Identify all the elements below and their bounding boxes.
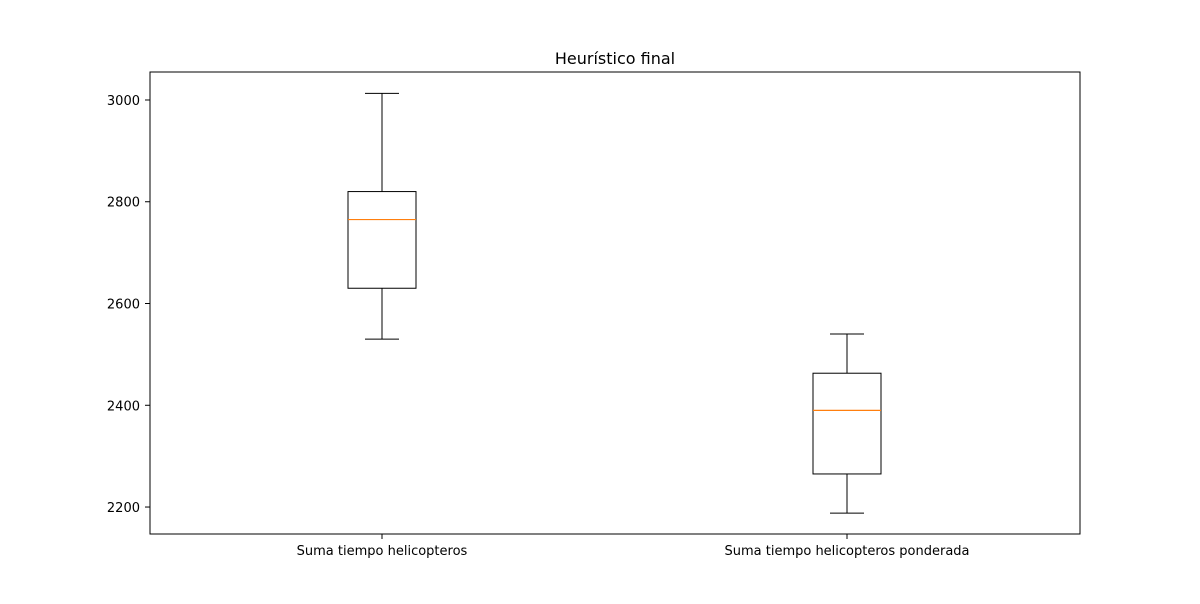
x-tick-label: Suma tiempo helicopteros xyxy=(297,544,468,559)
y-tick-label: 2400 xyxy=(107,399,140,414)
y-tick-label: 3000 xyxy=(107,94,140,109)
y-tick-label: 2800 xyxy=(107,196,140,211)
box-group xyxy=(812,333,882,514)
iqr-box xyxy=(347,191,417,289)
iqr-box xyxy=(812,372,882,475)
y-tick-label: 2600 xyxy=(107,298,140,313)
y-tick-label: 2200 xyxy=(107,501,140,516)
chart-title: Heurístico final xyxy=(555,49,675,68)
axes-frame xyxy=(149,71,1081,535)
box-group xyxy=(347,92,417,340)
x-tick-label: Suma tiempo helicopteros ponderada xyxy=(724,544,969,559)
plot-area: 2200 2400 2600 2800 3000 Suma tiempo helicopt… xyxy=(107,71,1081,559)
